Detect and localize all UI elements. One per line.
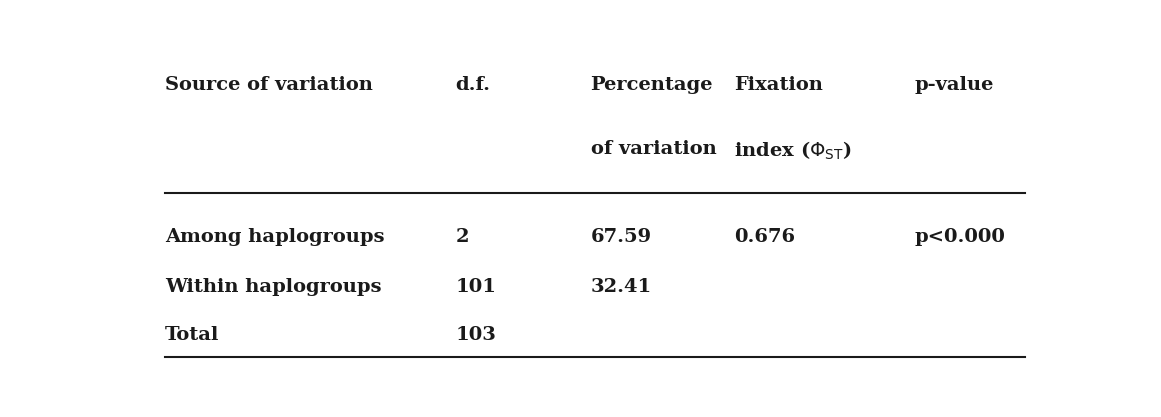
Text: 67.59: 67.59 [591, 228, 651, 246]
Text: p<0.000: p<0.000 [915, 228, 1005, 246]
Text: Source of variation: Source of variation [165, 76, 373, 94]
Text: Within haplogroups: Within haplogroups [165, 278, 382, 296]
Text: Among haplogroups: Among haplogroups [165, 228, 384, 246]
Text: Total: Total [165, 326, 219, 344]
Text: d.f.: d.f. [455, 76, 491, 94]
Text: Percentage: Percentage [591, 76, 713, 94]
Text: 103: 103 [455, 326, 497, 344]
Text: 101: 101 [455, 278, 497, 296]
Text: 32.41: 32.41 [591, 278, 651, 296]
Text: of variation: of variation [591, 140, 716, 158]
Text: 0.676: 0.676 [735, 228, 795, 246]
Text: Fixation: Fixation [735, 76, 823, 94]
Text: p-value: p-value [915, 76, 994, 94]
Text: index ($\Phi_{\rm ST}$): index ($\Phi_{\rm ST}$) [735, 140, 852, 162]
Text: 2: 2 [455, 228, 469, 246]
